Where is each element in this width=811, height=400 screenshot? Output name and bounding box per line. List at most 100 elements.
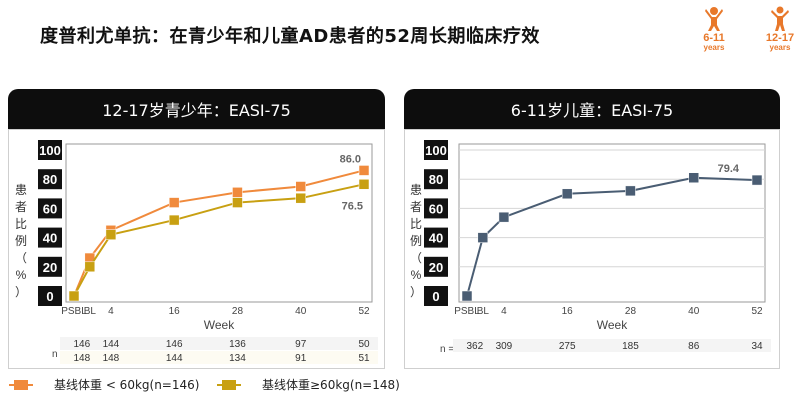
y-tick-box [424, 169, 448, 190]
y-axis-label: 患 [15, 183, 27, 197]
y-tick-label: 0 [432, 289, 439, 304]
data-point [477, 232, 489, 243]
n-value: 144 [166, 353, 183, 364]
y-axis-label: （ [15, 251, 27, 265]
x-tick-label: 16 [562, 306, 574, 317]
data-point [625, 185, 636, 197]
legend-label: 基线体重≥60kg(n=148) [262, 378, 400, 392]
n-value: 275 [559, 341, 576, 352]
data-point [688, 172, 699, 183]
y-axis-label: 比 [410, 217, 422, 231]
n-value: 136 [229, 339, 246, 350]
x-tick-label: 40 [688, 306, 700, 317]
data-point [461, 290, 473, 302]
x-axis-label: Week [597, 318, 628, 332]
y-tick-label: 20 [429, 260, 443, 275]
badge-unit: years [769, 43, 791, 52]
legend-item-over-60kg: 基线体重≥60kg(n=148) [217, 376, 400, 393]
y-axis-label: % [16, 268, 27, 282]
data-point [168, 214, 180, 226]
data-label: 79.4 [718, 163, 740, 175]
legend-item-under-60kg: 基线体重 < 60kg(n=146) [9, 376, 200, 393]
y-tick-label: 80 [43, 172, 57, 187]
right-panel-title: 6-11岁儿童：EASI-75 [404, 89, 780, 129]
y-tick-label: 60 [429, 201, 443, 216]
n-value: 148 [73, 353, 90, 364]
data-point [561, 188, 573, 200]
legend-label: 基线体重 < 60kg(n=146) [54, 378, 200, 392]
y-axis-label: 比 [15, 217, 27, 231]
data-point [84, 261, 96, 273]
teen-figure-icon [771, 6, 789, 31]
n-value: 309 [496, 341, 513, 352]
age-badge-12-17: 12-17 years [758, 6, 802, 52]
x-tick-label: PSBL [454, 306, 480, 317]
x-tick-label: 28 [232, 306, 244, 317]
n-row [60, 337, 378, 350]
y-tick-label: 80 [429, 172, 443, 187]
n-value: 362 [466, 341, 483, 352]
x-tick-label: 4 [108, 306, 114, 317]
data-point [68, 290, 80, 302]
y-axis-label: % [411, 268, 422, 282]
x-axis-label: Week [204, 318, 235, 332]
y-tick-box [424, 198, 448, 219]
data-point [751, 174, 763, 186]
plot-area [458, 143, 766, 303]
x-tick-label: 40 [295, 306, 307, 317]
y-tick-label: 60 [43, 201, 57, 216]
y-tick-label: 100 [39, 143, 61, 158]
n-value: 91 [295, 353, 307, 364]
y-axis-label: 者 [15, 200, 27, 214]
y-tick-box [38, 140, 62, 160]
x-tick-label: 52 [751, 306, 763, 317]
data-point [105, 229, 117, 240]
x-tick-label: 52 [358, 306, 370, 317]
data-point [295, 192, 306, 204]
n-label: n = [440, 344, 454, 355]
x-tick-label: BL [477, 306, 490, 317]
x-tick-label: 16 [169, 306, 181, 317]
y-axis-label: 例 [410, 234, 422, 248]
y-tick-box [424, 227, 448, 248]
n-value: 185 [622, 341, 639, 352]
data-label: 86.0 [340, 153, 361, 165]
x-tick-label: PSBL [61, 306, 87, 317]
data-point [498, 211, 510, 223]
y-tick-label: 20 [43, 260, 57, 275]
plot-area [65, 143, 373, 303]
n-row [60, 351, 378, 364]
n-value: 146 [166, 339, 183, 350]
child-figure-icon [705, 7, 723, 31]
n-value: 97 [295, 339, 307, 350]
y-tick-label: 0 [46, 289, 53, 304]
badge-age: 6-11 [703, 32, 725, 44]
n-value: 34 [751, 341, 763, 352]
data-point [358, 179, 370, 190]
badge-unit: years [703, 43, 725, 52]
data-point [168, 197, 180, 208]
y-tick-label: 100 [425, 143, 447, 158]
n-label: n = [52, 349, 66, 360]
y-axis-label: 患 [410, 183, 422, 197]
n-value: 86 [688, 341, 700, 352]
n-value: 50 [358, 339, 370, 350]
data-label: 76.5 [342, 200, 363, 212]
data-point [358, 165, 370, 176]
y-axis-label: （ [410, 251, 422, 265]
y-tick-box [38, 169, 62, 190]
n-value: 146 [73, 339, 90, 350]
n-value: 148 [103, 353, 120, 364]
y-axis-label: 者 [410, 200, 422, 214]
data-point [232, 197, 243, 208]
data-point [295, 181, 306, 192]
left-panel-title: 12-17岁青少年：EASI-75 [8, 89, 385, 129]
n-row [453, 339, 771, 352]
y-axis-label: ） [15, 285, 27, 299]
y-tick-box [424, 140, 448, 160]
y-tick-box [424, 256, 448, 277]
page-title: 度普利尤单抗：在青少年和儿童AD患者的52周长期临床疗效 [40, 26, 540, 47]
x-tick-label: 28 [625, 306, 637, 317]
x-tick-label: 4 [501, 306, 507, 317]
